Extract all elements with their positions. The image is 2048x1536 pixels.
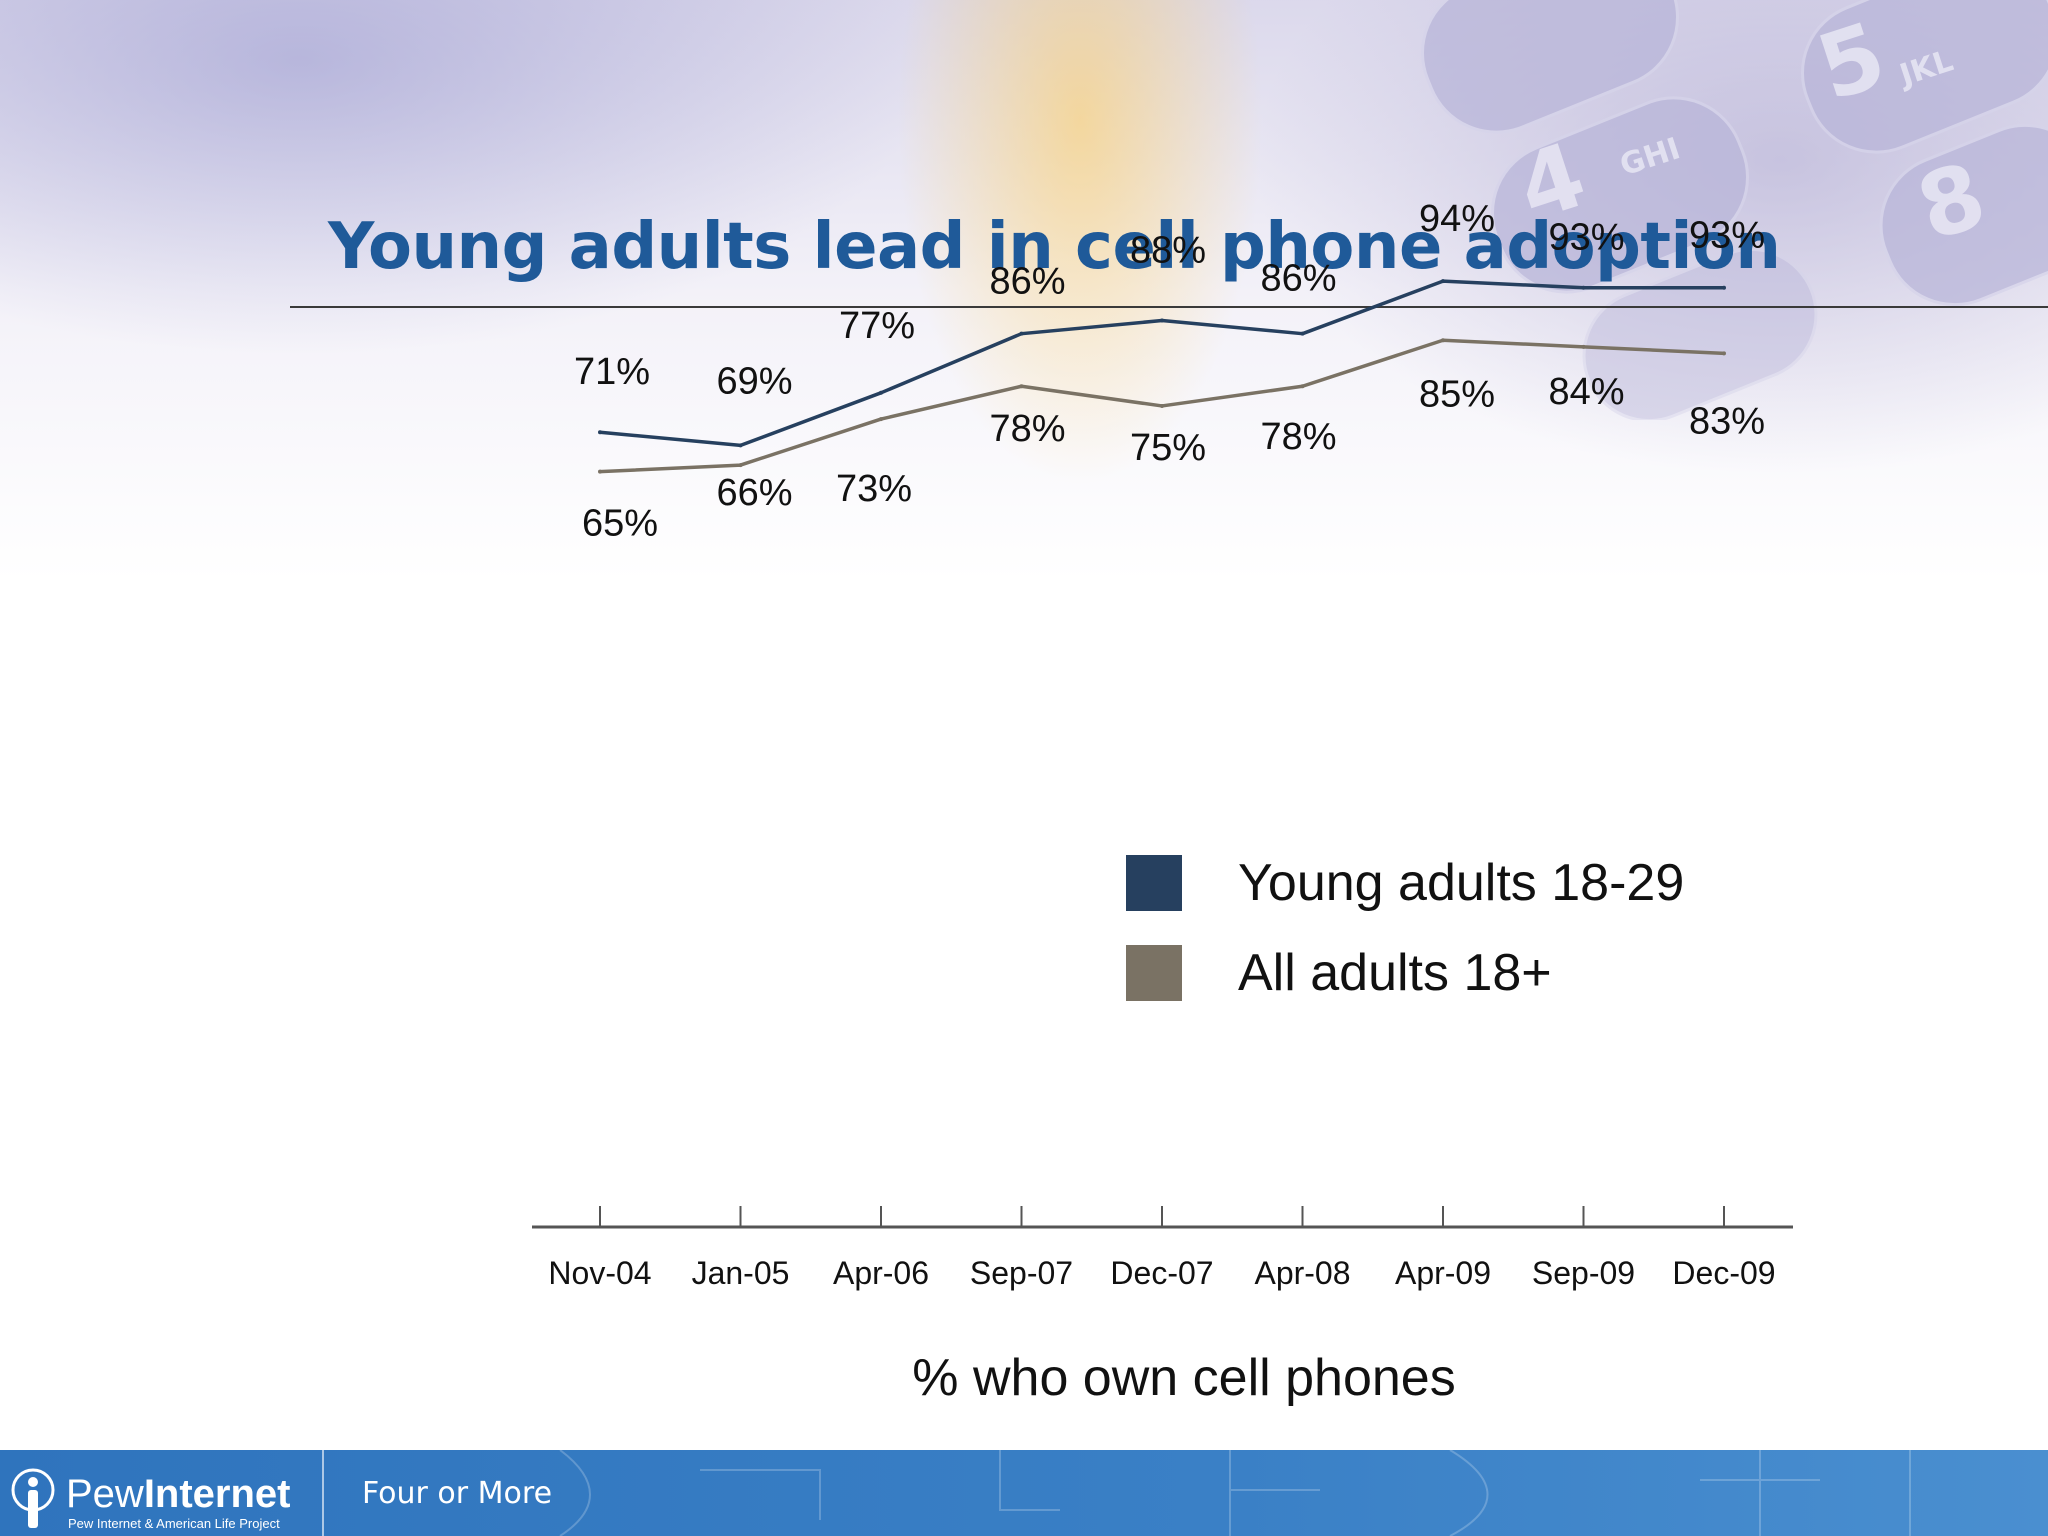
data-label: 69%	[716, 360, 792, 402]
x-tick-label: Apr-08	[1254, 1255, 1350, 1291]
data-point	[1441, 338, 1445, 343]
footer-section-text: Four or More	[362, 1476, 553, 1511]
data-label: 85%	[1419, 373, 1495, 415]
brand-subtitle: Pew Internet & American Life Project	[68, 1516, 280, 1531]
legend-item-all-adults: All adults 18+	[1126, 928, 1684, 1018]
data-label: 83%	[1689, 400, 1765, 442]
brand-prefix: Pew	[66, 1472, 144, 1516]
data-point	[1160, 318, 1164, 323]
legend-swatch-all-adults	[1126, 945, 1182, 1001]
data-point	[1019, 331, 1024, 336]
data-label: 84%	[1548, 371, 1624, 413]
data-label: 86%	[1260, 258, 1336, 300]
brand-name: PewInternet	[66, 1472, 291, 1517]
x-tick-label: Sep-07	[970, 1255, 1073, 1291]
brand-bold: Internet	[143, 1472, 291, 1516]
chart-legend: Young adults 18-29 All adults 18+	[1126, 838, 1684, 1018]
x-axis-label: % who own cell phones	[912, 1349, 1456, 1407]
pew-logo-icon	[11, 1468, 55, 1528]
data-point	[1160, 403, 1164, 408]
data-label: 86%	[989, 261, 1065, 303]
data-point	[879, 390, 883, 395]
footer-bar: PewInternet Pew Internet & American Life…	[0, 1450, 2048, 1536]
data-point	[738, 443, 743, 448]
x-tick-label: Jan-05	[692, 1255, 790, 1291]
data-label: 88%	[1130, 230, 1206, 272]
x-tick-label: Sep-09	[1532, 1255, 1635, 1291]
data-point	[1300, 331, 1305, 336]
data-point	[1581, 344, 1586, 349]
data-point	[879, 417, 883, 422]
x-tick-label: Apr-06	[833, 1255, 929, 1291]
data-label: 65%	[582, 503, 658, 545]
data-label: 73%	[836, 468, 912, 510]
data-point	[598, 430, 602, 435]
x-tick-label: Apr-09	[1395, 1255, 1491, 1291]
data-label: 66%	[716, 472, 792, 514]
title-divider	[290, 306, 2048, 308]
data-label: 71%	[574, 351, 650, 393]
data-point	[1019, 384, 1024, 389]
x-tick-label: Nov-04	[548, 1255, 651, 1291]
x-tick-label: Dec-07	[1110, 1255, 1213, 1291]
data-label: 94%	[1419, 198, 1495, 240]
phone-keypad-image: 5 4 8 GHI JKL	[1420, 0, 2048, 420]
data-point	[1441, 279, 1445, 284]
data-label: 93%	[1689, 215, 1765, 257]
footer-divider	[322, 1450, 324, 1536]
footer-circuit-pattern	[559, 1450, 1911, 1536]
data-label: 78%	[989, 408, 1065, 450]
x-tick-label: Dec-09	[1672, 1255, 1775, 1291]
data-point	[598, 469, 602, 474]
legend-swatch-young-adults	[1126, 855, 1182, 911]
data-label: 77%	[839, 305, 915, 347]
legend-label-young-adults: Young adults 18-29	[1238, 854, 1685, 912]
slide-title: Young adults lead in cell phone adoption	[328, 210, 1781, 284]
data-point	[1722, 351, 1726, 356]
data-point	[1722, 285, 1726, 290]
legend-label-all-adults: All adults 18+	[1238, 944, 1552, 1002]
data-point	[738, 463, 743, 468]
data-label: 75%	[1130, 427, 1206, 469]
legend-item-young-adults: Young adults 18-29	[1126, 838, 1684, 928]
data-point	[1581, 285, 1586, 290]
data-label: 78%	[1260, 416, 1336, 458]
data-label: 93%	[1548, 217, 1624, 259]
data-point	[1300, 384, 1305, 389]
